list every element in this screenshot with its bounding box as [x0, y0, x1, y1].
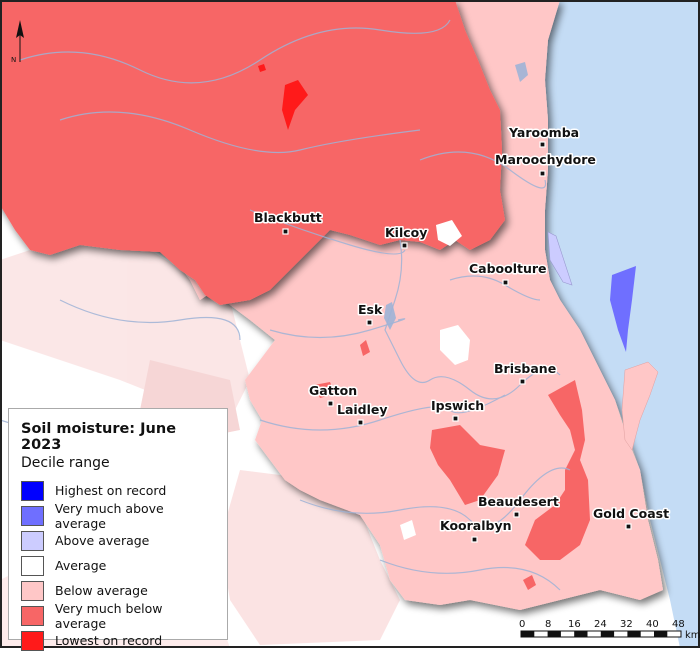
legend-swatch	[21, 555, 44, 576]
town-dot-gold-coast	[625, 523, 632, 530]
legend-label: Above average	[55, 533, 150, 548]
legend-item-below: Below average	[21, 578, 217, 603]
legend-label: Below average	[55, 583, 148, 598]
north-arrow: N	[11, 20, 24, 64]
town-dot-laidley	[357, 419, 364, 426]
legend-item-very-much-above: Very much above average	[21, 500, 217, 531]
town-markers	[282, 141, 632, 543]
legend-item-highest: Highest on record	[21, 478, 217, 503]
place-label-yaroomba: Yaroomba	[508, 125, 579, 140]
legend-item-very-much-below: Very much below average	[21, 600, 217, 631]
town-dot-blackbutt	[282, 228, 289, 235]
legend-subtitle: Decile range	[21, 455, 110, 471]
lowest-on-record-spot	[258, 64, 266, 72]
legend-item-average: Average	[21, 553, 217, 578]
place-label-esk: Esk	[358, 302, 383, 317]
place-label-ipswich: Ipswich	[431, 398, 484, 413]
place-label-kilcoy: Kilcoy	[385, 225, 427, 240]
scale-tick-0: 0	[519, 619, 525, 630]
legend-swatch	[21, 505, 44, 526]
scale-tick-48: 48	[672, 619, 685, 630]
scale-tick-32: 32	[620, 619, 633, 630]
place-label-kooralbyn: Kooralbyn	[440, 518, 512, 533]
town-dot-esk	[366, 319, 373, 326]
town-dot-kooralbyn	[471, 536, 478, 543]
average-patches	[400, 220, 470, 540]
north-label: N	[11, 56, 16, 64]
legend-swatch	[21, 605, 44, 626]
town-dot-beaudesert	[513, 511, 520, 518]
legend-item-lowest: Lowest on record	[21, 628, 217, 653]
legend-label: Highest on record	[55, 483, 167, 498]
legend-label: Average	[55, 558, 107, 573]
legend-item-above: Above average	[21, 528, 217, 553]
town-dot-ipswich	[452, 415, 459, 422]
legend-title: Soil moisture: June 2023	[21, 421, 177, 453]
place-label-beaudesert: Beaudesert	[478, 494, 559, 509]
town-dot-caboolture	[502, 279, 509, 286]
legend-swatch	[21, 480, 44, 501]
island-east	[621, 361, 659, 451]
place-label-brisbane: Brisbane	[494, 361, 556, 376]
lakes	[384, 62, 528, 330]
very-much-above-average-patch	[610, 266, 636, 352]
place-label-gatton: Gatton	[309, 383, 357, 398]
scale-tick-40: 40	[646, 619, 659, 630]
lowest-on-record-patch	[282, 80, 308, 130]
town-dot-brisbane	[519, 378, 526, 385]
town-dot-maroochydore	[539, 170, 546, 177]
place-labels: Yaroomba Maroochydore Blackbutt Kilcoy C…	[253, 124, 671, 535]
town-dot-kilcoy	[401, 242, 408, 249]
scale-tick-16: 16	[568, 619, 581, 630]
legend-swatch	[21, 530, 44, 551]
above-average-island	[547, 231, 573, 286]
legend-label: Lowest on record	[55, 633, 163, 648]
legend: Soil moisture: June 2023 Decile range Hi…	[8, 408, 228, 651]
legend-swatch	[21, 580, 44, 601]
scale-tick-24: 24	[594, 619, 607, 630]
dry-region-north	[0, 0, 505, 305]
scale-bar: 0 8 16 24 32 40 48 km	[519, 619, 700, 641]
town-dot-gatton	[327, 400, 334, 407]
place-label-gold-coast: Gold Coast	[593, 506, 669, 521]
legend-label: Very much below average	[54, 600, 163, 631]
place-label-blackbutt: Blackbutt	[254, 210, 322, 225]
place-label-maroochydore: Maroochydore	[495, 152, 596, 167]
place-label-laidley: Laidley	[337, 402, 388, 417]
place-label-caboolture: Caboolture	[469, 261, 547, 276]
scale-tick-8: 8	[545, 619, 551, 630]
legend-label: Very much above average	[54, 500, 164, 531]
town-dot-yaroomba	[539, 141, 546, 148]
scale-unit: km	[685, 630, 700, 641]
